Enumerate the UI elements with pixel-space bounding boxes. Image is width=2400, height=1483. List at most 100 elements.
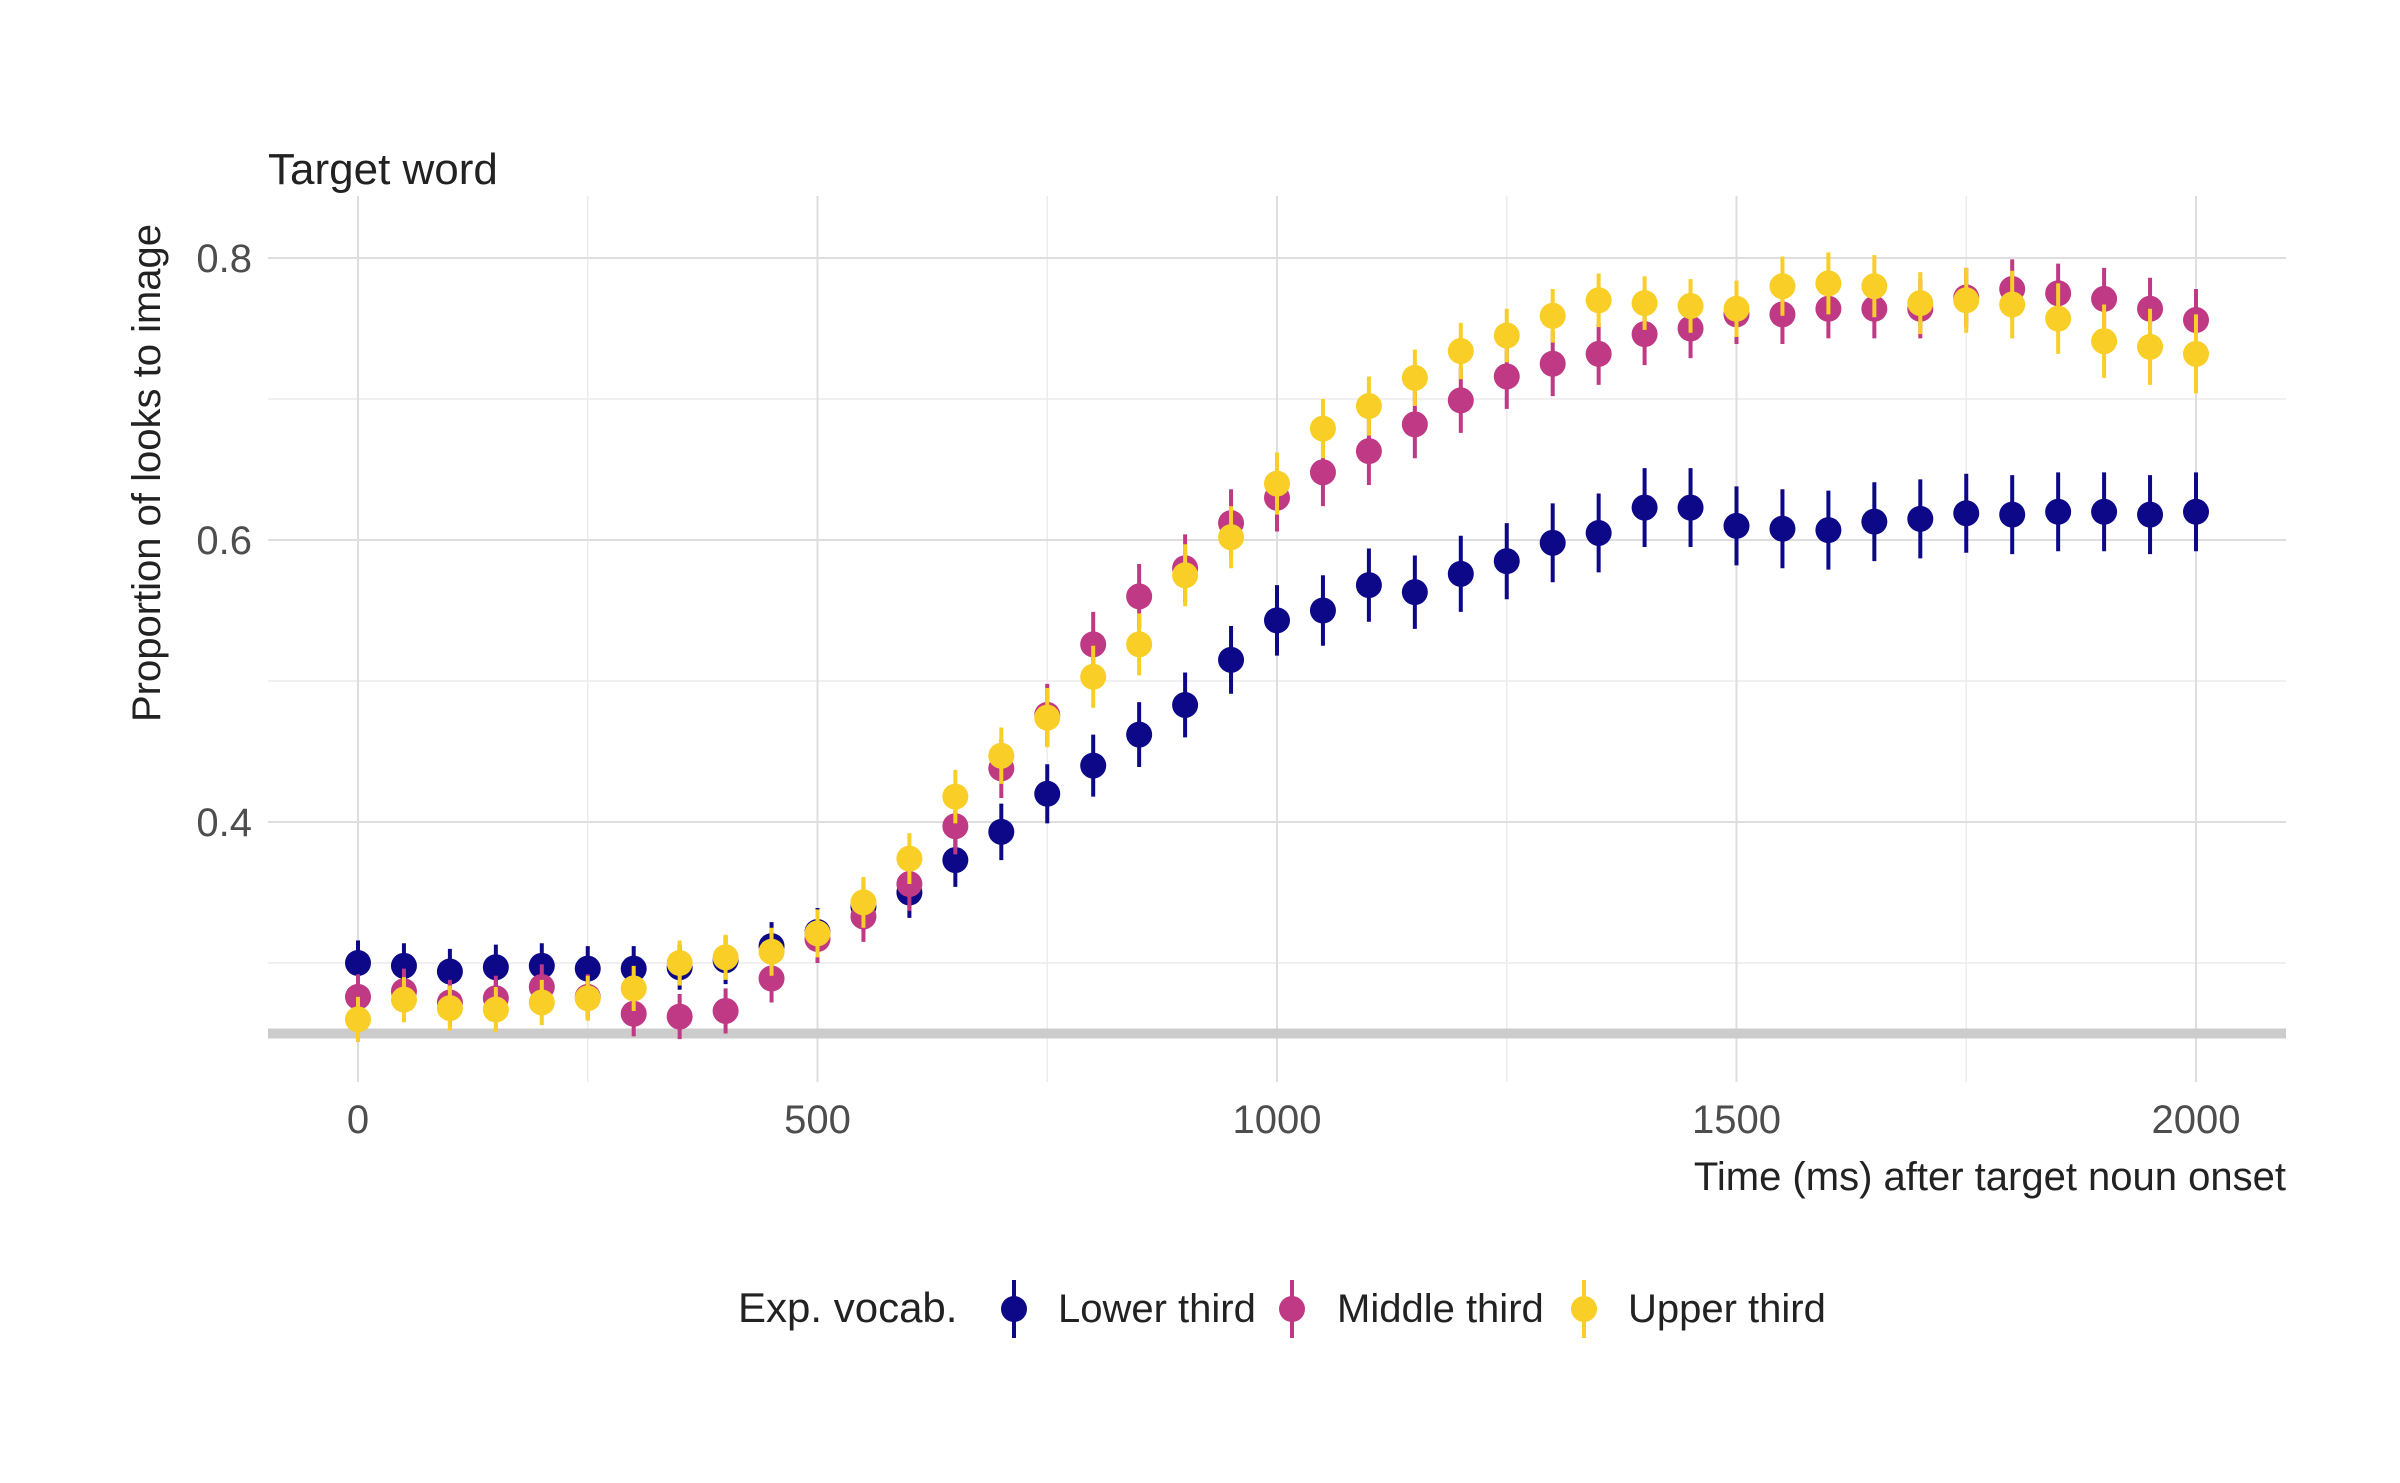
data-point (1953, 287, 1980, 314)
data-point (1218, 646, 1245, 673)
data-point (390, 986, 417, 1013)
data-point (1080, 752, 1107, 779)
data-point (1309, 597, 1336, 624)
data-point (942, 847, 969, 874)
data-point (1585, 287, 1612, 314)
data-point (1218, 524, 1245, 551)
data-point (1631, 494, 1658, 521)
data-point (1080, 631, 1107, 658)
data-point (1539, 302, 1566, 329)
x-tick-label: 1500 (1692, 1098, 1781, 1142)
data-point (1401, 411, 1428, 438)
data-point (896, 845, 923, 872)
legend-key-point (1001, 1296, 1027, 1322)
data-point (1631, 290, 1658, 317)
data-point (2137, 501, 2164, 528)
data-point (345, 1006, 371, 1033)
data-point (1355, 393, 1382, 420)
data-point (666, 1003, 693, 1030)
x-axis-ticks: 0 500 1000 1500 2000 (347, 1098, 2241, 1142)
data-point (1677, 494, 1704, 521)
data-point (1539, 350, 1566, 377)
legend-key-point (1279, 1296, 1305, 1322)
data-point (712, 944, 739, 971)
data-point (942, 783, 969, 810)
data-series (345, 252, 2209, 1042)
data-point (574, 955, 601, 982)
data-point (712, 997, 739, 1024)
data-point (2091, 285, 2118, 312)
data-point (2137, 333, 2164, 360)
data-point (804, 920, 831, 947)
data-point (1447, 338, 1474, 365)
data-point (1999, 501, 2026, 528)
data-point (1585, 340, 1612, 367)
data-point (1631, 321, 1658, 348)
data-point (1447, 387, 1474, 414)
data-point (758, 938, 785, 965)
data-point (345, 950, 371, 976)
data-point (528, 989, 555, 1016)
data-point (1907, 290, 1934, 317)
data-point (1953, 500, 1980, 527)
data-point (620, 1000, 647, 1027)
data-point (666, 950, 693, 976)
data-point (482, 996, 509, 1023)
y-axis-label: Proportion of looks to image (125, 224, 169, 722)
y-tick-label: 0.8 (196, 237, 252, 281)
y-axis-ticks: 0.4 0.6 0.8 (196, 237, 252, 845)
x-tick-label: 500 (784, 1098, 851, 1142)
data-point (1815, 270, 1842, 297)
data-point (390, 952, 417, 979)
data-point (1355, 438, 1382, 465)
y-tick-label: 0.4 (196, 801, 252, 845)
data-point (1355, 572, 1382, 599)
data-point (1493, 548, 1520, 575)
data-point (1907, 505, 1934, 532)
data-point (436, 958, 463, 985)
data-point (1172, 562, 1199, 589)
data-point (1861, 273, 1888, 300)
data-point (1585, 519, 1612, 546)
data-point (482, 954, 509, 981)
data-point (1309, 459, 1336, 486)
data-point (436, 995, 463, 1022)
chart-title: Target word (268, 145, 498, 194)
data-point (2045, 305, 2072, 332)
data-point (1401, 579, 1428, 606)
data-point (850, 889, 877, 916)
data-point (1034, 780, 1061, 807)
data-point (2045, 498, 2072, 525)
data-point (1769, 515, 1796, 542)
data-point (758, 965, 785, 992)
legend: Exp. vocab. Lower third Middle third Upper… (738, 1280, 1826, 1338)
data-point (574, 985, 601, 1012)
data-point (1264, 607, 1290, 634)
data-point (2183, 498, 2209, 525)
data-point (1126, 631, 1153, 658)
x-tick-label: 0 (347, 1098, 369, 1142)
data-point (1815, 517, 1842, 544)
data-point (1126, 583, 1153, 610)
data-point (2091, 498, 2118, 525)
data-point (1401, 364, 1428, 391)
data-point (1172, 691, 1199, 718)
data-point (1539, 529, 1566, 556)
data-point (942, 813, 969, 840)
data-point (1309, 415, 1336, 442)
data-point (1493, 363, 1520, 390)
x-tick-label: 2000 (2152, 1098, 2241, 1142)
data-point (1493, 322, 1520, 349)
series-upper-third (345, 252, 2209, 1042)
data-point (1723, 512, 1750, 539)
data-point (1769, 273, 1796, 300)
data-point (1723, 295, 1750, 322)
x-axis-label: Time (ms) after target noun onset (1694, 1155, 2286, 1199)
legend-label: Upper third (1628, 1287, 1826, 1331)
data-point (1677, 292, 1704, 319)
data-point (1447, 560, 1474, 587)
data-point (988, 818, 1015, 845)
data-point (620, 975, 647, 1002)
